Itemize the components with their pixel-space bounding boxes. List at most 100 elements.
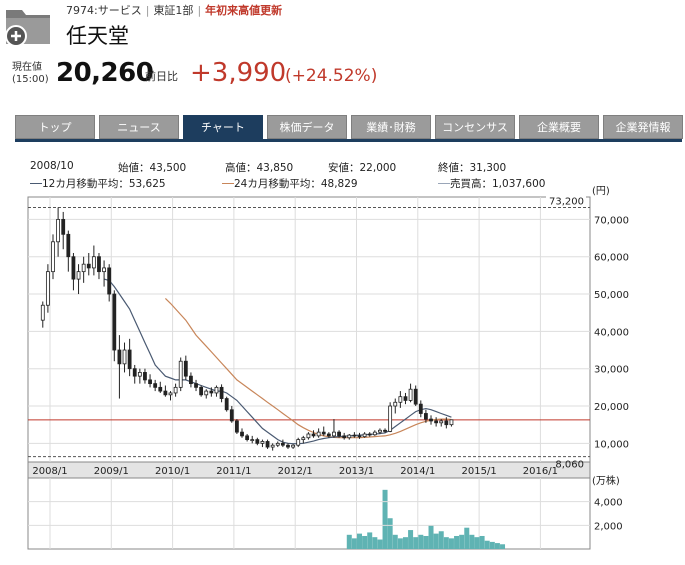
x-tick-label: 2011/1 xyxy=(216,466,251,477)
candle-body xyxy=(424,413,428,420)
tab-bar: トップ ニュース チャート 株価データ 業績･財務 コンセンサス 企業概要 企業… xyxy=(15,115,683,141)
candle-body xyxy=(76,271,81,280)
tab-company-releases[interactable]: 企業発情報 xyxy=(603,115,683,139)
candle-body xyxy=(117,349,122,365)
candle-body xyxy=(97,256,101,273)
volume-bar xyxy=(500,544,506,549)
ma24-line xyxy=(164,297,452,439)
volume-bar xyxy=(351,538,357,549)
volume-bar xyxy=(464,527,470,549)
tab-consensus[interactable]: コンセンサス xyxy=(435,115,515,139)
candle-body xyxy=(275,442,280,446)
candle-body xyxy=(168,392,173,396)
current-price: 20,260 xyxy=(56,58,154,88)
candle-body xyxy=(153,383,158,388)
tab-chart[interactable]: チャート xyxy=(183,115,263,139)
price-label-time: (15:00) xyxy=(12,74,49,85)
candle-body xyxy=(40,304,45,321)
tab-news[interactable]: ニュース xyxy=(99,115,179,139)
year-high-badge: 年初来高値更新 xyxy=(205,4,283,17)
candle-body xyxy=(209,390,214,394)
volume-bar xyxy=(382,489,388,549)
info-volume: 売買高：1,037,600 xyxy=(450,178,546,190)
volume-tick-label: 4,000 xyxy=(594,498,623,509)
y-tick-label: 60,000 xyxy=(594,253,629,264)
candle-body xyxy=(51,241,55,273)
volume-plot-frame xyxy=(27,477,591,550)
candle-body xyxy=(189,375,193,385)
y-tick-label: 30,000 xyxy=(594,365,629,376)
tab-price-data[interactable]: 株価データ xyxy=(267,115,347,139)
volume-bar xyxy=(372,537,378,549)
candle-body xyxy=(91,256,96,269)
candle-body xyxy=(250,439,255,442)
candle-body xyxy=(66,233,71,258)
candle-body xyxy=(403,396,408,401)
candle-body xyxy=(234,420,239,433)
candle-body xyxy=(137,372,142,377)
min-price-label: 8,060 xyxy=(555,460,584,471)
candle-body xyxy=(163,390,168,396)
volume-bar xyxy=(377,539,383,549)
candle-body xyxy=(240,431,244,437)
volume-bar xyxy=(397,538,403,549)
candle-body xyxy=(183,360,188,377)
volume-bar xyxy=(357,533,362,549)
candle-body xyxy=(362,433,367,438)
candle-body xyxy=(367,433,372,436)
volume-bar xyxy=(494,543,500,549)
candle-body xyxy=(398,396,403,403)
candle-body xyxy=(393,401,398,407)
volume-bar xyxy=(362,535,368,549)
candle-body xyxy=(194,383,198,388)
candle-body xyxy=(326,433,331,437)
tab-financials[interactable]: 業績･財務 xyxy=(351,115,431,139)
candle-body xyxy=(378,429,382,433)
candle-body xyxy=(224,398,229,411)
candle-body xyxy=(342,435,347,439)
candle-body xyxy=(219,386,224,399)
max-label-bg xyxy=(546,194,586,207)
candle-body xyxy=(316,431,321,437)
price-label-main: 現在値 xyxy=(12,62,42,73)
candle-body xyxy=(173,386,178,394)
candle-body xyxy=(102,267,106,273)
candle-body xyxy=(388,405,393,432)
candle-body xyxy=(372,431,377,436)
tab-company-profile[interactable]: 企業概要 xyxy=(519,115,599,139)
volume-bar xyxy=(418,534,424,549)
max-price-label: 73,200 xyxy=(549,196,584,207)
tab-top[interactable]: トップ xyxy=(15,115,95,139)
candle-body xyxy=(71,256,76,280)
stock-header: 7974:サービス | 東証1部 | 年初来高値更新 任天堂 現在値 (15:00) 2… xyxy=(0,0,685,150)
candle-body xyxy=(265,441,270,448)
candle-body xyxy=(408,388,413,401)
y-tick-label: 50,000 xyxy=(594,290,629,301)
candle-body xyxy=(357,435,362,438)
ma12-legend-swatch xyxy=(30,183,42,184)
candle-body xyxy=(56,218,61,243)
candle-body xyxy=(296,439,301,446)
price-change-pct: (+24.52%) xyxy=(285,66,378,86)
info-close: 終値：31,300 xyxy=(438,162,507,174)
candle-body xyxy=(311,433,316,437)
candle-body xyxy=(321,431,326,435)
y-tick-label: 10,000 xyxy=(594,439,629,450)
candle-body xyxy=(449,419,454,426)
volume-bar xyxy=(489,541,495,549)
x-tick-label: 2010/1 xyxy=(155,466,190,477)
y-tick-label: 40,000 xyxy=(594,327,629,338)
x-tick-label: 2016/1 xyxy=(523,466,558,477)
volume-bar xyxy=(428,525,434,549)
tab-underline xyxy=(15,139,682,142)
volume-bar xyxy=(392,534,398,549)
x-tick-label: 2014/1 xyxy=(400,466,435,477)
volume-bar xyxy=(367,532,373,549)
market: 東証1部 xyxy=(153,4,194,17)
volume-bar xyxy=(423,535,429,549)
y-tick-label: 20,000 xyxy=(594,402,629,413)
add-to-portfolio-icon[interactable] xyxy=(4,4,56,48)
info-ma24: 24カ月移動平均：48,829 xyxy=(234,178,358,190)
volume-bar xyxy=(459,534,465,549)
